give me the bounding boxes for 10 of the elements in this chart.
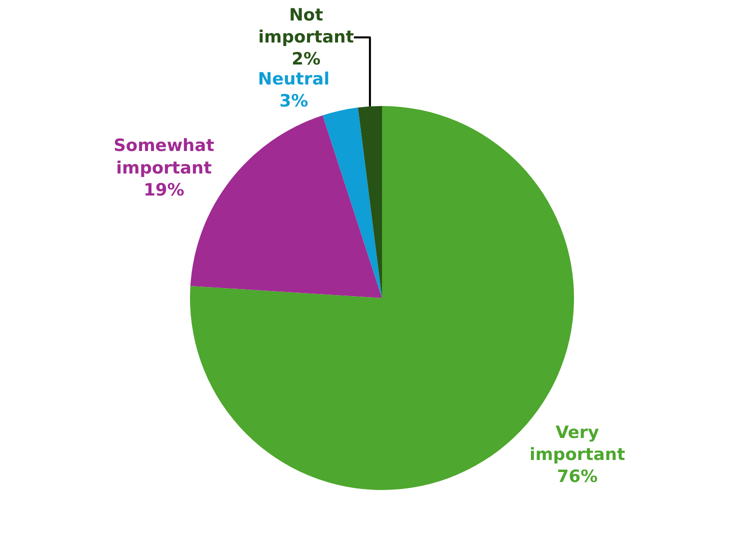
pie-slice	[358, 106, 382, 298]
data-label: 19%	[144, 180, 184, 200]
data-label: 76%	[556, 467, 598, 488]
pie-slice	[322, 108, 382, 298]
slice-label: Somewhat important	[114, 136, 214, 178]
slice-label: Not important	[258, 5, 354, 48]
slice-label: Neutral	[258, 70, 330, 90]
data-label: 3%	[279, 92, 308, 112]
data-label: 2%	[292, 50, 321, 70]
slice-label: Very important	[529, 422, 626, 466]
